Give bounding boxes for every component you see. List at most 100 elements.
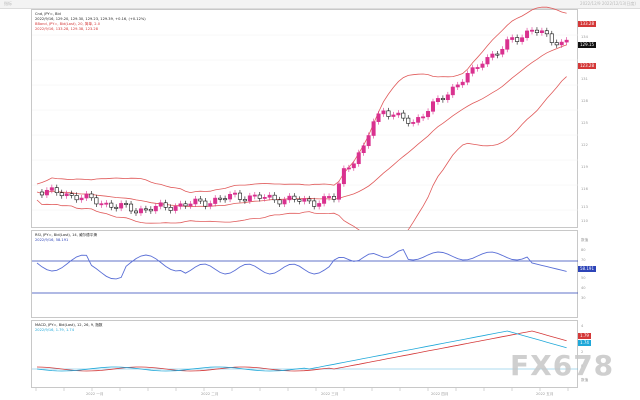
last-price-tag: 129.15 xyxy=(578,42,596,48)
candle-body xyxy=(381,110,386,115)
bband-lower-tag: 123.28 xyxy=(578,63,596,69)
bband-title: BBand, JPY=, Bid(Last), 20, 简单, 2.0 xyxy=(35,22,100,26)
candle-body xyxy=(445,94,450,101)
candle-body xyxy=(356,152,361,165)
candle-body xyxy=(302,198,307,202)
candle-body xyxy=(336,183,341,200)
price-chart-panel[interactable]: Cnd, JPY=, Bid 2022/9/16, 129.20, 129.30… xyxy=(31,6,579,246)
candle-body xyxy=(272,194,277,201)
candle-body xyxy=(173,206,178,211)
candle-body xyxy=(559,41,564,46)
price-series-title: Cnd, JPY=, Bid xyxy=(35,12,61,16)
candle-body xyxy=(421,116,426,119)
candle-body xyxy=(485,57,490,65)
candle-body xyxy=(366,135,371,147)
candle-body xyxy=(257,194,262,199)
candle-body xyxy=(168,207,173,211)
candle-body xyxy=(267,194,272,198)
candle-body xyxy=(416,117,421,123)
bband-values: 2022/9/16, 133.28, 129.38, 123.28 xyxy=(35,27,99,31)
rsi-value-tag: 58.191 xyxy=(578,266,596,272)
candle-body xyxy=(312,200,317,207)
candle-body xyxy=(391,114,396,117)
candle-body xyxy=(277,199,282,205)
bband-upper-tag: 133.28 xyxy=(578,21,596,27)
candle-body xyxy=(94,197,99,205)
candle-body xyxy=(341,168,346,185)
rsi-tick: 70 xyxy=(581,258,586,262)
candle-body xyxy=(153,205,158,212)
candle-body xyxy=(59,192,64,197)
candle-body xyxy=(401,112,406,119)
candle-body xyxy=(534,29,539,33)
rsi-line xyxy=(36,249,567,280)
candle-body xyxy=(64,193,69,197)
time-axis-ticks xyxy=(35,388,569,391)
rsi-tick: 80 xyxy=(581,248,586,252)
candle-body xyxy=(505,39,510,50)
candle-body xyxy=(69,193,74,196)
macd-unit: 数值 xyxy=(581,378,589,382)
candle-body xyxy=(480,63,485,68)
rsi-panel[interactable]: RSI, JPY=, Bid(Last), 14, 威尔德平滑 2022/9/1… xyxy=(31,230,579,318)
top-status-bar: 指标 2022/12/9 2022/12/13(日度) xyxy=(0,0,640,9)
candle-body xyxy=(327,196,332,198)
candle-body xyxy=(79,197,84,201)
candle-body xyxy=(138,208,143,214)
candle-body xyxy=(114,206,119,209)
candle-body xyxy=(554,42,559,46)
candle-body xyxy=(89,193,94,199)
candle-body xyxy=(74,195,79,201)
month-label: 2022 一月 xyxy=(86,392,104,396)
candle-body xyxy=(292,195,297,200)
candle-body xyxy=(465,73,470,83)
candle-body xyxy=(134,210,139,214)
candle-body xyxy=(158,202,163,207)
candle-body xyxy=(39,191,44,196)
fx678-watermark: FX678 xyxy=(510,349,615,382)
candle-body xyxy=(242,199,247,202)
month-label: 2022 二月 xyxy=(201,392,219,396)
macd-title: MACD, JPY=, Bid(Last), 12, 26, 9, 指数 xyxy=(35,323,103,327)
price-tick: 131 xyxy=(581,77,588,81)
rsi-chart-canvas xyxy=(32,249,579,294)
candle-body xyxy=(124,203,129,205)
macd-panel[interactable]: MACD, JPY=, Bid(Last), 12, 26, 9, 指数 202… xyxy=(31,320,579,388)
candle-body xyxy=(49,187,54,191)
candle-body xyxy=(346,167,351,170)
candle-body xyxy=(430,101,435,112)
candle-body xyxy=(99,203,104,206)
macd-signal-line xyxy=(36,330,567,372)
candle-body xyxy=(549,33,554,43)
macd-tick: 0 xyxy=(581,364,584,368)
macd-tick: 4 xyxy=(581,324,584,328)
candle-body xyxy=(129,203,134,212)
candle-body xyxy=(282,199,287,205)
candle-body xyxy=(544,30,549,35)
candle-body xyxy=(54,187,59,193)
candle-body xyxy=(148,208,153,212)
price-tick: 122 xyxy=(581,143,588,147)
candle-body xyxy=(143,208,148,211)
rsi-tick: 30 xyxy=(581,296,586,300)
top-right-label: 2022/12/9 2022/12/13(日度) xyxy=(580,1,636,6)
candle-body xyxy=(460,81,465,86)
candle-body xyxy=(490,53,495,58)
candle-body xyxy=(455,84,460,88)
time-axis: 2022 一月 2022 二月 2022 三月 2022 四月 2022 五月 xyxy=(31,388,578,400)
candle-body xyxy=(525,30,530,38)
candle-body xyxy=(178,203,183,207)
macd-chart-canvas xyxy=(32,330,579,372)
candle-body xyxy=(406,117,411,124)
rsi-values: 2022/9/16, 58.191 xyxy=(35,238,69,242)
candle-body xyxy=(317,203,322,207)
candle-body xyxy=(440,98,445,101)
candle-body xyxy=(104,202,109,205)
candle-body xyxy=(510,37,515,40)
price-tick: 125 xyxy=(581,121,588,125)
top-left-label: 指标 xyxy=(4,1,12,6)
macd-values: 2022/9/16, 1.79, 1.74 xyxy=(35,328,74,332)
candle-body xyxy=(371,121,376,136)
candle-body xyxy=(237,192,242,200)
price-tick: 116 xyxy=(581,187,588,191)
